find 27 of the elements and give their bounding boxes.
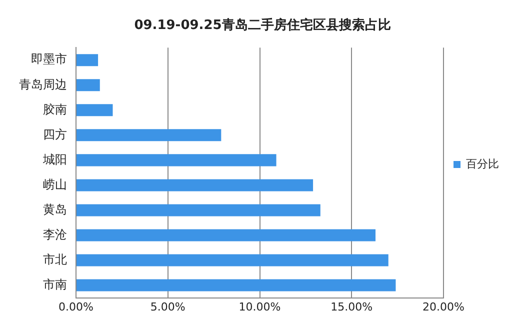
bar xyxy=(76,104,113,116)
bar xyxy=(76,279,396,292)
y-tick-label: 城阳 xyxy=(42,152,67,166)
x-tick-label: 5.00% xyxy=(150,300,186,314)
y-tick-label: 胶南 xyxy=(43,102,67,116)
bar xyxy=(76,179,314,192)
y-tick-label: 青岛周边 xyxy=(19,77,67,92)
bar xyxy=(76,79,100,92)
legend-label: 百分比 xyxy=(466,157,499,170)
bar xyxy=(76,154,276,166)
y-tick-label: 即墨市 xyxy=(31,52,67,66)
y-tick-label: 市北 xyxy=(43,252,67,266)
y-tick-label: 李沧 xyxy=(43,227,67,242)
bar xyxy=(76,254,388,266)
bar xyxy=(76,54,98,66)
x-tick-label: 20.00% xyxy=(422,300,464,314)
y-tick-label: 黄岛 xyxy=(43,202,67,216)
bar xyxy=(76,204,320,216)
bar xyxy=(76,229,376,242)
x-tick-label: 15.00% xyxy=(330,300,373,314)
x-tick-label: 0.00% xyxy=(58,300,94,314)
chart-title: 09.19-09.25青岛二手房住宅区县搜索占比 xyxy=(134,17,391,34)
bar xyxy=(76,129,222,142)
y-tick-label: 崂山 xyxy=(43,177,67,192)
x-tick-label: 10.00% xyxy=(238,300,281,314)
y-tick-label: 四方 xyxy=(43,127,67,142)
y-tick-label: 市南 xyxy=(43,277,67,292)
